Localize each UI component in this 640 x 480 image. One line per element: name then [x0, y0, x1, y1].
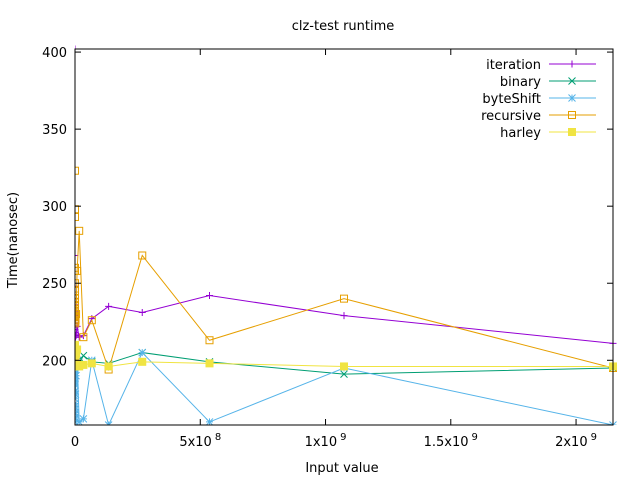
- x-tick-label: 1.5x10 9: [424, 432, 478, 450]
- data-point-iteration: [105, 302, 113, 310]
- legend-label-binary: binary: [500, 75, 541, 90]
- x-tick-label: 5x10 8: [179, 432, 221, 450]
- chart-title: clz-test runtime: [292, 19, 395, 34]
- x-tick-label: 2x10 9: [555, 432, 597, 450]
- data-point-byteshift: [75, 390, 80, 399]
- data-point-iteration: [138, 309, 146, 317]
- y-axis-label: Time(nanosec): [6, 192, 21, 289]
- data-point-recursive: [75, 266, 82, 275]
- legend-item-byteshift: byteShift: [482, 92, 596, 107]
- legend-item-harley: harley: [500, 126, 596, 141]
- x-tick-label: 1x10 9: [305, 432, 347, 450]
- data-point-recursive: [75, 310, 81, 319]
- data-point-binary: [340, 370, 348, 379]
- data-point-iteration: [206, 292, 213, 300]
- data-point-byteshift: [75, 418, 84, 425]
- data-point-harley: [87, 359, 96, 368]
- legend-label-byteshift: byteShift: [482, 92, 541, 107]
- data-point-harley: [79, 360, 88, 369]
- y-tick-label: 350: [42, 123, 67, 138]
- legend-marker-harley: [568, 128, 576, 136]
- y-tick-label: 250: [42, 277, 67, 292]
- data-point-recursive: [75, 316, 80, 325]
- plot-border: [74, 48, 614, 426]
- legend-label-recursive: recursive: [481, 109, 541, 124]
- y-tick-label: 300: [42, 200, 67, 215]
- legend-marker-recursive: [568, 111, 576, 119]
- data-point-iteration: [75, 251, 79, 259]
- data-point-recursive: [87, 316, 96, 325]
- data-point-byteshift: [138, 348, 147, 357]
- y-tick-label: 400: [42, 46, 67, 61]
- data-point-harley: [340, 362, 348, 371]
- axes: 200 250 300 350 400 0 5x10 8 1x10 9 1.5x10 9 2x10 9: [42, 46, 614, 450]
- data-point-byteshift: [75, 371, 80, 380]
- legend-item-iteration: iteration: [486, 58, 596, 73]
- x-axis-label: Input value: [305, 461, 378, 476]
- data-point-recursive: [75, 226, 84, 235]
- data-point-harley: [205, 359, 214, 368]
- legend-marker-byteshift: [568, 94, 576, 102]
- data-point-recursive: [79, 333, 88, 342]
- legend-label-harley: harley: [500, 126, 541, 141]
- legend-item-recursive: recursive: [481, 109, 596, 124]
- x-tick-label: 0: [71, 435, 79, 450]
- data-point-recursive: [340, 294, 348, 303]
- data-point-harley: [75, 345, 82, 354]
- y-tick-label: 200: [42, 354, 67, 369]
- legend-marker-binary: [568, 77, 576, 85]
- data-point-iteration: [75, 333, 83, 341]
- legend-item-binary: binary: [500, 75, 596, 90]
- legend-label-iteration: iteration: [486, 58, 541, 73]
- data-point-recursive: [75, 166, 79, 175]
- data-point-iteration: [340, 312, 348, 320]
- data-point-recursive: [138, 251, 147, 260]
- data-point-harley: [138, 357, 147, 366]
- data-point-byteshift: [79, 414, 88, 423]
- data-point-byteshift: [205, 418, 214, 425]
- data-point-recursive: [205, 336, 214, 345]
- data-point-recursive: [75, 212, 79, 221]
- legend: iteration binary byteShift recursive harley: [481, 58, 596, 141]
- legend-marker-iteration: [568, 60, 576, 68]
- data-point-iteration: [75, 332, 80, 340]
- data-point-recursive: [75, 205, 79, 214]
- data-point-harley: [104, 362, 113, 371]
